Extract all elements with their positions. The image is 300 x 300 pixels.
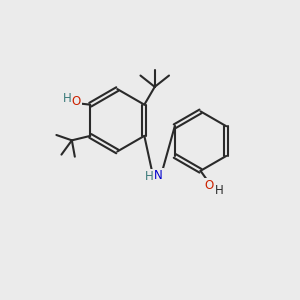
Text: H: H (214, 184, 223, 196)
Text: N: N (154, 169, 163, 182)
Text: O: O (72, 95, 81, 108)
Text: O: O (205, 179, 214, 192)
Text: H: H (63, 92, 72, 105)
Text: H: H (145, 170, 154, 183)
